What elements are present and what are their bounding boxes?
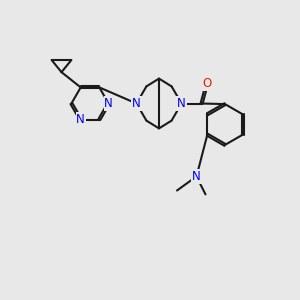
- Text: N: N: [132, 97, 141, 110]
- Text: N: N: [177, 97, 186, 110]
- Text: N: N: [104, 97, 113, 110]
- Text: O: O: [202, 77, 211, 90]
- Text: N: N: [76, 113, 85, 126]
- Text: N: N: [192, 170, 201, 183]
